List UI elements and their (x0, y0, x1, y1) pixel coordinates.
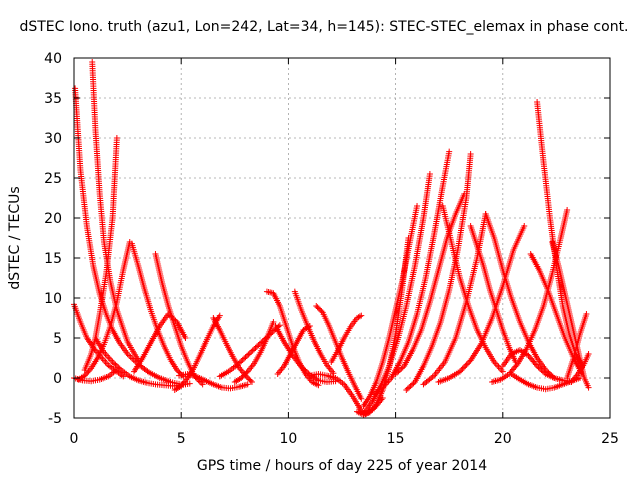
data-series-31 (439, 203, 506, 375)
plus-markers (439, 203, 506, 375)
axes: 0 5 10 15 20 25 -5 0 5 10 15 20 25 30 35 40 (44, 51, 619, 447)
y-tick-label: 40 (44, 51, 62, 67)
data-series-38 (527, 251, 586, 377)
data-series-9 (131, 311, 189, 375)
x-tick-label: 20 (494, 431, 512, 447)
plus-markers (75, 239, 133, 383)
y-tick-label: 35 (44, 91, 62, 107)
plus-markers (274, 323, 313, 377)
plus-markers (131, 311, 189, 375)
y-tick-label: -5 (48, 411, 62, 427)
y-tick-label: 20 (44, 211, 62, 227)
data-series-32 (467, 223, 519, 365)
plus-markers (467, 223, 519, 365)
plus-markers (231, 319, 277, 385)
plus-markers (328, 312, 365, 365)
y-tick-label: 15 (44, 251, 62, 267)
x-axis-label: GPS time / hours of day 225 of year 2014 (197, 458, 487, 474)
data-series-18 (291, 288, 337, 377)
plus-markers (499, 347, 575, 385)
plus-markers (72, 85, 185, 388)
y-tick-label: 10 (44, 291, 62, 307)
x-tick-label: 0 (70, 431, 79, 447)
data-series-35 (499, 347, 575, 385)
data-series-6 (75, 239, 133, 383)
data-series-33 (482, 211, 558, 381)
y-tick-label: 0 (53, 371, 62, 387)
plus-markers (482, 211, 558, 381)
data-series-12 (176, 371, 251, 392)
plus-markers (568, 351, 592, 385)
plus-markers (564, 311, 590, 381)
plus-markers (403, 151, 474, 393)
data-series-40 (564, 311, 590, 381)
chart-title: dSTEC Iono. truth (azu1, Lon=242, Lat=34… (19, 19, 628, 35)
plus-markers (176, 371, 251, 392)
y-tick-label: 25 (44, 171, 62, 187)
plus-markers (360, 203, 421, 409)
data-series-19 (274, 323, 313, 377)
y-tick-label: 5 (53, 331, 62, 347)
plus-markers (92, 335, 193, 389)
data-series-25 (360, 203, 421, 409)
plus-markers (313, 303, 365, 402)
data-series-3 (72, 85, 185, 388)
data-series-28 (403, 151, 474, 393)
plus-markers (291, 288, 337, 377)
data-series-15 (231, 319, 277, 385)
data-series-41 (568, 351, 592, 385)
plus-markers (128, 240, 187, 380)
x-tick-label: 25 (601, 431, 619, 447)
data-series-20 (313, 303, 365, 402)
x-tick-label: 15 (387, 431, 405, 447)
x-tick-label: 5 (177, 431, 186, 447)
data-series-8 (128, 240, 187, 380)
data-series-7 (92, 335, 193, 389)
plot-frame (73, 57, 611, 419)
plus-markers (527, 251, 586, 377)
data-layer (71, 59, 592, 418)
data-series-22 (328, 312, 365, 365)
x-tick-label: 10 (279, 431, 297, 447)
y-tick-label: 30 (44, 131, 62, 147)
y-axis-label: dSTEC / TECUs (7, 186, 23, 289)
